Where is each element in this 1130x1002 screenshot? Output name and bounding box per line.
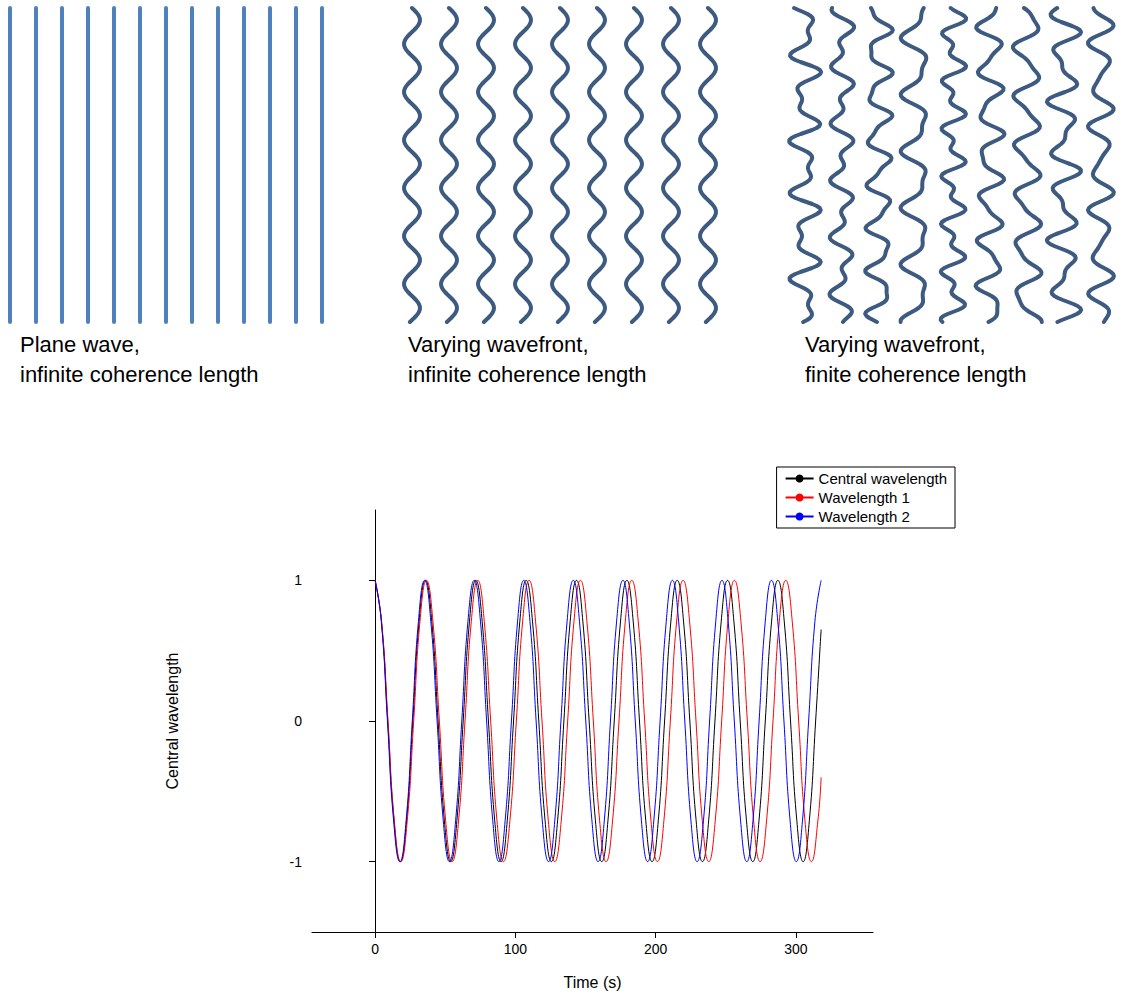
svg-text:100: 100 xyxy=(504,941,528,957)
svg-text:infinite coherence length: infinite coherence length xyxy=(20,362,259,387)
svg-text:Plane wave,: Plane wave, xyxy=(20,332,140,357)
svg-text:Wavelength 2: Wavelength 2 xyxy=(819,508,910,525)
svg-text:300: 300 xyxy=(784,941,808,957)
svg-text:Varying wavefront,: Varying wavefront, xyxy=(408,332,589,357)
svg-text:0: 0 xyxy=(371,941,379,957)
svg-text:infinite coherence length: infinite coherence length xyxy=(408,362,647,387)
svg-text:finite coherence length: finite coherence length xyxy=(805,362,1026,387)
svg-text:-1: -1 xyxy=(290,854,303,870)
svg-text:Time (s): Time (s) xyxy=(563,974,621,991)
svg-text:1: 1 xyxy=(294,572,302,588)
svg-text:Wavelength 1: Wavelength 1 xyxy=(819,489,910,506)
svg-text:Varying wavefront,: Varying wavefront, xyxy=(805,332,986,357)
svg-text:Central wavelength: Central wavelength xyxy=(819,470,947,487)
svg-text:0: 0 xyxy=(294,713,302,729)
svg-text:Central wavelength: Central wavelength xyxy=(164,653,181,790)
svg-text:200: 200 xyxy=(644,941,668,957)
